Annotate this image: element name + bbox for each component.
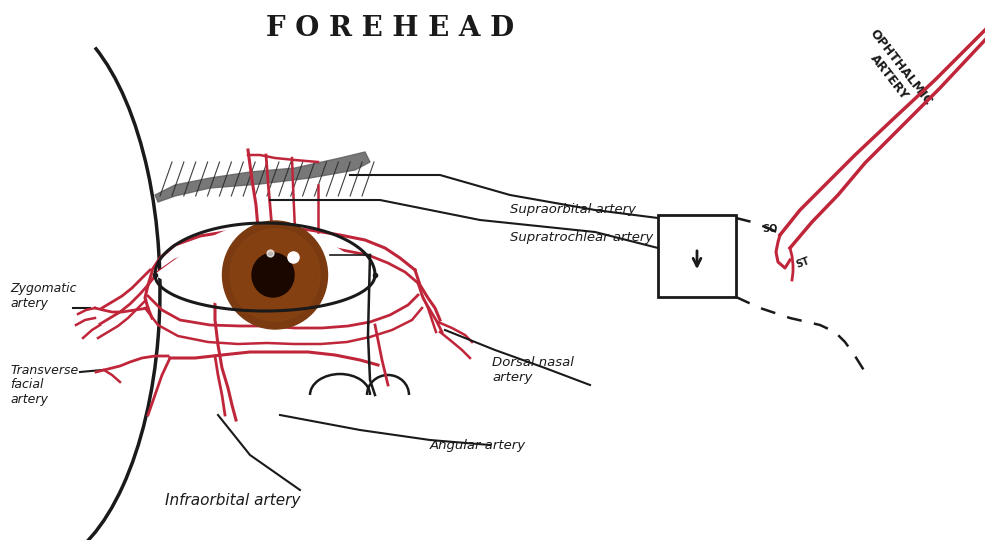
Polygon shape [155,152,370,202]
Text: Dorsal nasal
artery: Dorsal nasal artery [492,356,574,384]
Text: Angular artery: Angular artery [430,438,526,451]
Text: Supraorbital artery: Supraorbital artery [510,204,636,217]
Text: Infraorbital artery: Infraorbital artery [165,492,300,508]
Text: F O R E H E A D: F O R E H E A D [266,15,514,42]
Text: SO: SO [762,224,777,234]
Text: OPHTHALMIC
ARTERY: OPHTHALMIC ARTERY [855,27,935,117]
Text: Supratrochlear artery: Supratrochlear artery [510,232,653,245]
Ellipse shape [252,253,294,297]
Text: ST: ST [795,256,812,270]
Ellipse shape [223,221,327,329]
Text: Transverse
facial
artery: Transverse facial artery [10,363,78,407]
Polygon shape [155,223,375,311]
Bar [658,215,736,297]
Ellipse shape [230,229,320,321]
Text: Zygomatic
artery: Zygomatic artery [10,282,77,310]
